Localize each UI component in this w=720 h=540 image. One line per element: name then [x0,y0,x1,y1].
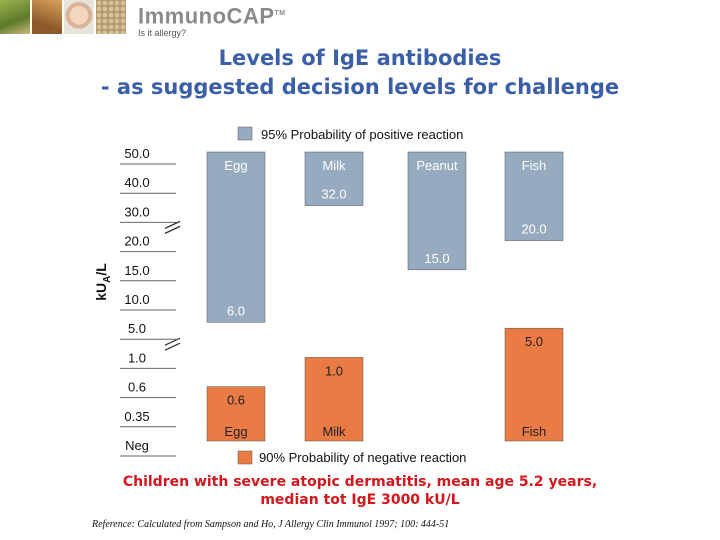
negative-bar-value-milk: 1.0 [325,363,343,378]
y-tick-label: 40.0 [124,175,149,190]
brand-trademark: TM [274,10,286,17]
axis-break-mark [164,220,181,229]
positive-bar-category-fish: Fish [522,158,547,173]
positive-bar-value-fish: 20.0 [521,222,546,237]
positive-bar-category-egg: Egg [224,158,247,173]
legend-negative-swatch [237,450,253,465]
header-photo-strip [0,0,128,36]
y-tick-label: 50.0 [124,146,149,161]
y-axis-ticks: 50.0 40.0 30.0 20.0 15.0 10.0 5.0 1.0 0.6 0.35 Neg [120,146,176,457]
axis-break-mark [164,337,181,346]
title-line-1: Levels of IgE antibodies [218,46,502,70]
brand-logo: ImmunoCAPTM Is it allergy? [138,2,286,39]
legend-positive: 95% Probability of positive reaction [237,126,463,142]
positive-bar-fish [504,151,564,241]
positive-bar-value-milk: 32.0 [321,187,346,202]
y-tick-label: 20.0 [124,234,149,249]
axis-breaks [164,220,181,351]
legend-positive-swatch [237,126,253,141]
y-axis-title: kUA/L [93,263,113,301]
positive-bar-peanut [407,151,467,271]
y-tick-label: 30.0 [124,204,149,219]
legend-negative: 90% Probability of negative reaction [237,450,466,465]
negative-bar-category-milk: Milk [322,424,346,439]
legend-positive-label: 95% Probability of positive reaction [261,127,463,142]
y-tick-label: 0.6 [128,380,146,395]
y-tick-label: 10.0 [124,292,149,307]
y-tick-label: 5.0 [128,321,146,336]
study-description: Children with severe atopic dermatitis, … [0,473,720,509]
study-line-1: Children with severe atopic dermatitis, … [122,474,598,490]
positive-bar-egg [206,151,266,323]
positive-bar-value-egg: 6.0 [227,303,245,318]
brand-tagline: Is it allergy? [138,28,187,39]
y-tick-label: 0.35 [124,409,149,424]
study-line-2: median tot IgE 3000 kU/L [260,492,460,508]
chart-bars: Egg 6.0 Milk 32.0 Peanut 15.0 Fish 20.0 0.6 Egg 1.… [206,151,564,442]
photo-grass-image [0,0,30,34]
y-tick-label: 1.0 [128,350,146,365]
positive-bar-milk [304,151,364,206]
negative-bar-value-fish: 5.0 [525,334,543,349]
axis-break-mark [164,225,181,234]
positive-bar-category-milk: Milk [322,158,346,173]
reference-citation: Reference: Calculated from Sampson and H… [92,519,450,530]
legend-negative-label: 90% Probability of negative reaction [259,450,466,465]
photo-baby-image [64,0,94,34]
photo-seeds-image [96,0,126,34]
negative-bar-category-fish: Fish [522,424,547,439]
positive-bar-category-peanut: Peanut [416,158,458,173]
negative-bar-fish [504,327,564,442]
y-tick-label: 15.0 [124,263,149,278]
y-tick-label: Neg [125,438,149,453]
negative-bar-milk [304,357,364,442]
positive-bar-value-peanut: 15.0 [424,251,449,266]
negative-bar-egg [206,386,266,442]
slide-title: Levels of IgE antibodies - as suggested … [0,44,720,102]
negative-bar-value-egg: 0.6 [227,393,245,408]
brand-name: ImmunoCAP [138,3,275,29]
axis-break-mark [164,342,181,351]
negative-bar-category-egg: Egg [224,424,247,439]
photo-food-image [32,0,62,34]
title-line-2: - as suggested decision levels for chall… [100,75,620,99]
